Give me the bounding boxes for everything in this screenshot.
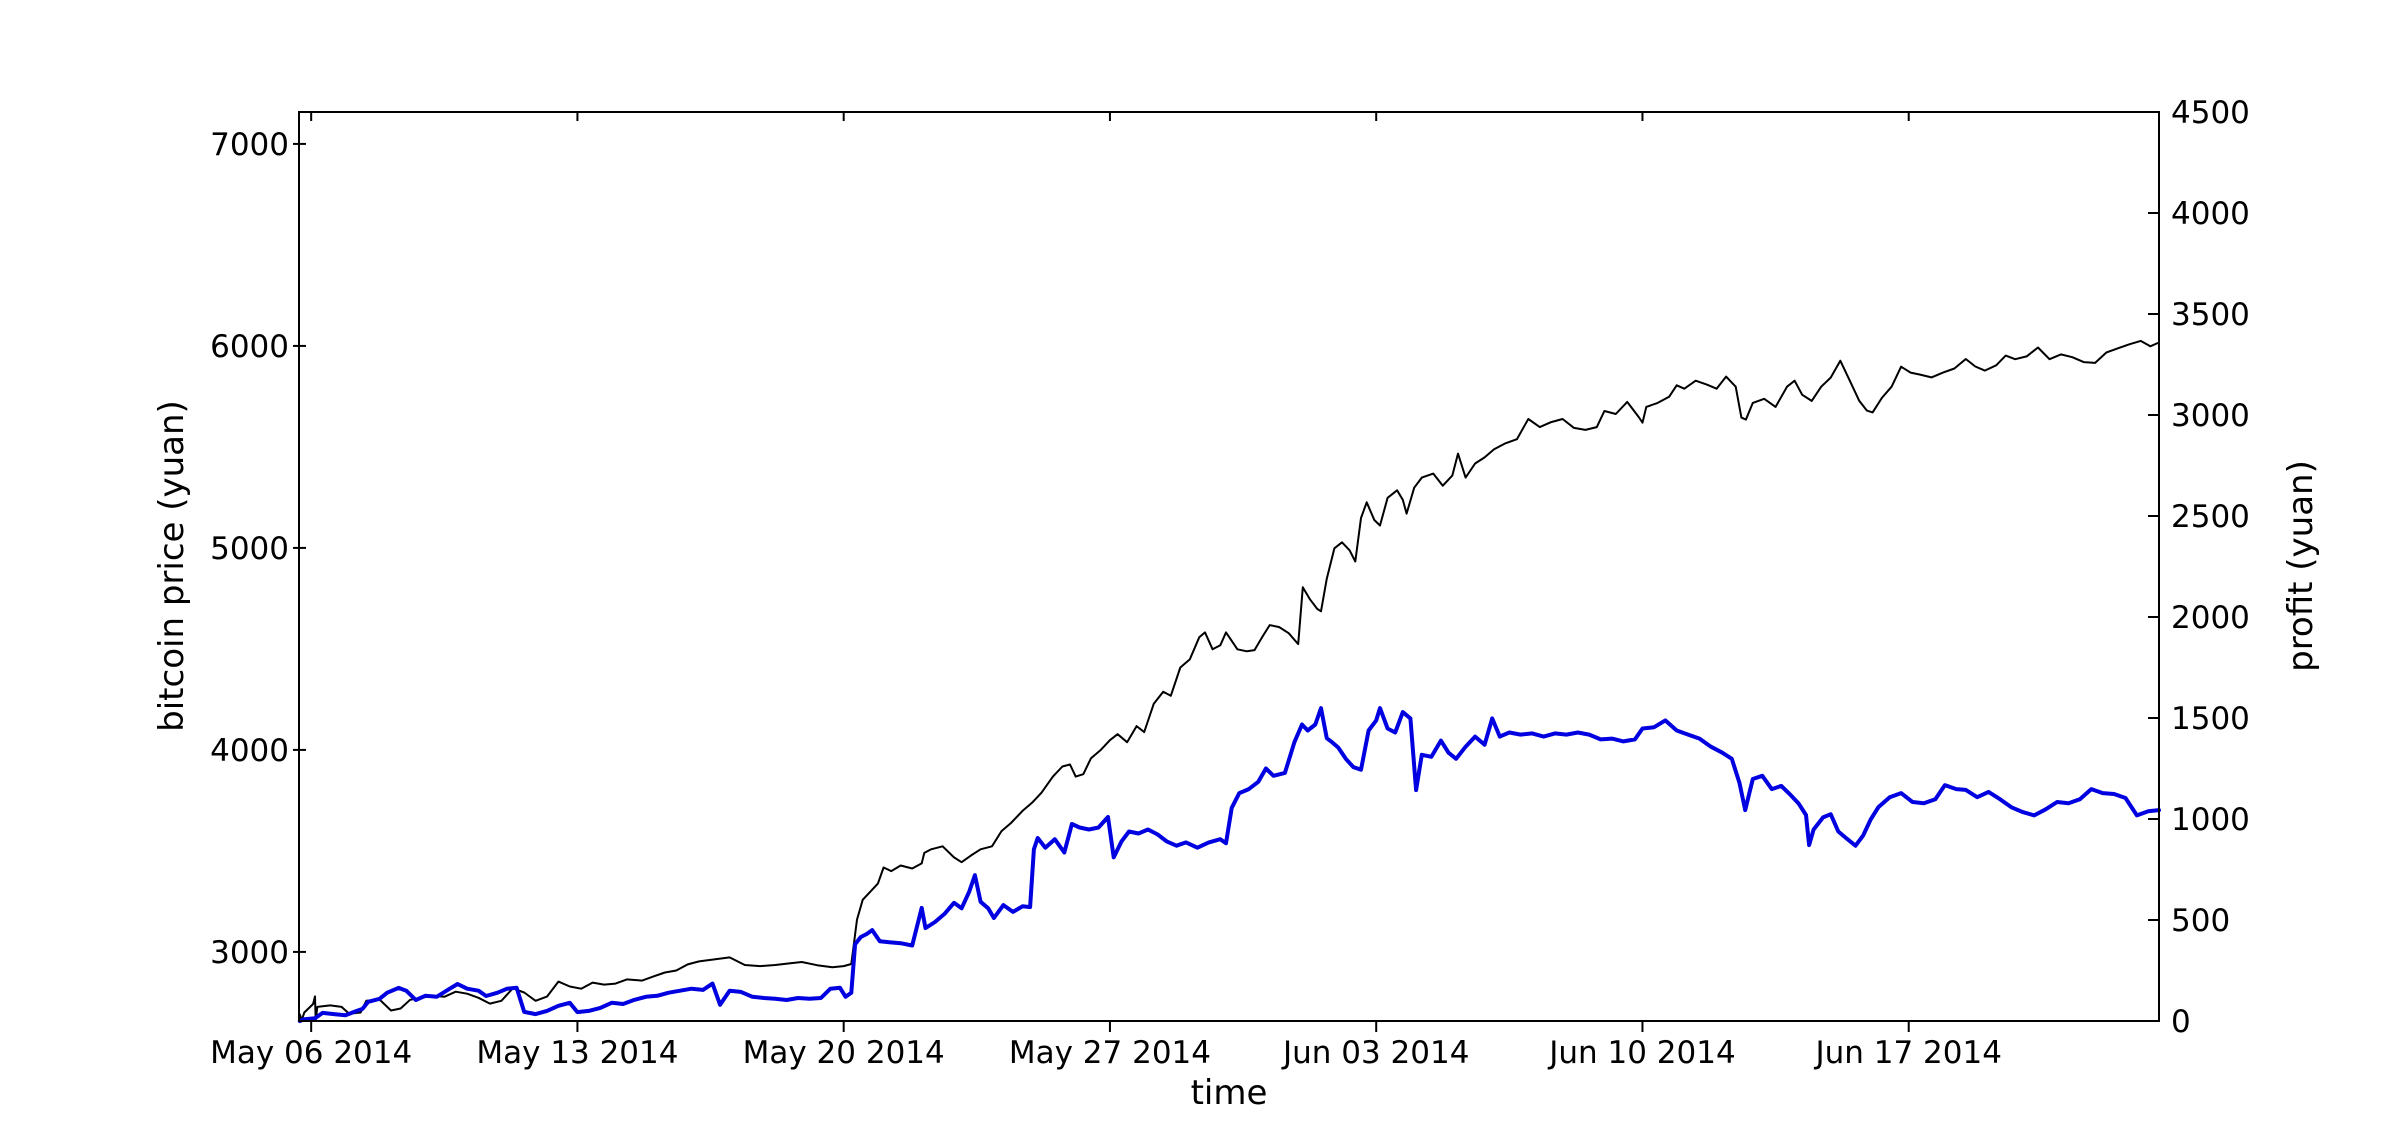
right-tick-label: 1000 bbox=[2171, 802, 2250, 838]
x-axis-title: time bbox=[1191, 1073, 1268, 1113]
right-tick-label: 1500 bbox=[2171, 701, 2250, 737]
ticks-layer: May 06 2014 May 13 2014 May 20 2014 May 27 … bbox=[210, 95, 2250, 1071]
series-layer bbox=[297, 339, 2161, 1023]
bitcoin-price-line bbox=[298, 339, 2160, 1022]
x-tick-label: Jun 10 2014 bbox=[1547, 1035, 1735, 1071]
right-tick-label: 0 bbox=[2171, 1004, 2191, 1040]
x-tick-label: May 27 2014 bbox=[1009, 1035, 1211, 1071]
right-tick-label: 2500 bbox=[2171, 499, 2250, 535]
right-axis-title: profit (yuan) bbox=[2281, 460, 2321, 672]
right-tick-label: 2000 bbox=[2171, 600, 2250, 636]
left-axis-title: bitcoin price (yuan) bbox=[152, 400, 192, 732]
right-tick-label: 4500 bbox=[2171, 95, 2250, 131]
left-tick-label: 4000 bbox=[210, 733, 289, 769]
x-tick-label: Jun 17 2014 bbox=[1813, 1035, 2001, 1071]
right-tick-label: 4000 bbox=[2171, 196, 2250, 232]
labels-layer: time bitcoin price (yuan) profit (yuan) bbox=[152, 400, 2321, 1113]
left-tick-label: 7000 bbox=[210, 127, 289, 163]
right-tick-label: 3500 bbox=[2171, 297, 2250, 333]
x-tick-label: May 06 2014 bbox=[210, 1035, 412, 1071]
left-tick-label: 6000 bbox=[210, 329, 289, 365]
x-tick-label: May 13 2014 bbox=[476, 1035, 678, 1071]
right-tick-label: 3000 bbox=[2171, 398, 2250, 434]
profit-line bbox=[297, 706, 2161, 1023]
plot-frame bbox=[298, 111, 2160, 1022]
left-tick-label: 5000 bbox=[210, 531, 289, 567]
left-tick-label: 3000 bbox=[210, 935, 289, 971]
right-tick-label: 500 bbox=[2171, 903, 2230, 939]
x-tick-label: Jun 03 2014 bbox=[1281, 1035, 1469, 1071]
x-tick-label: May 20 2014 bbox=[743, 1035, 945, 1071]
